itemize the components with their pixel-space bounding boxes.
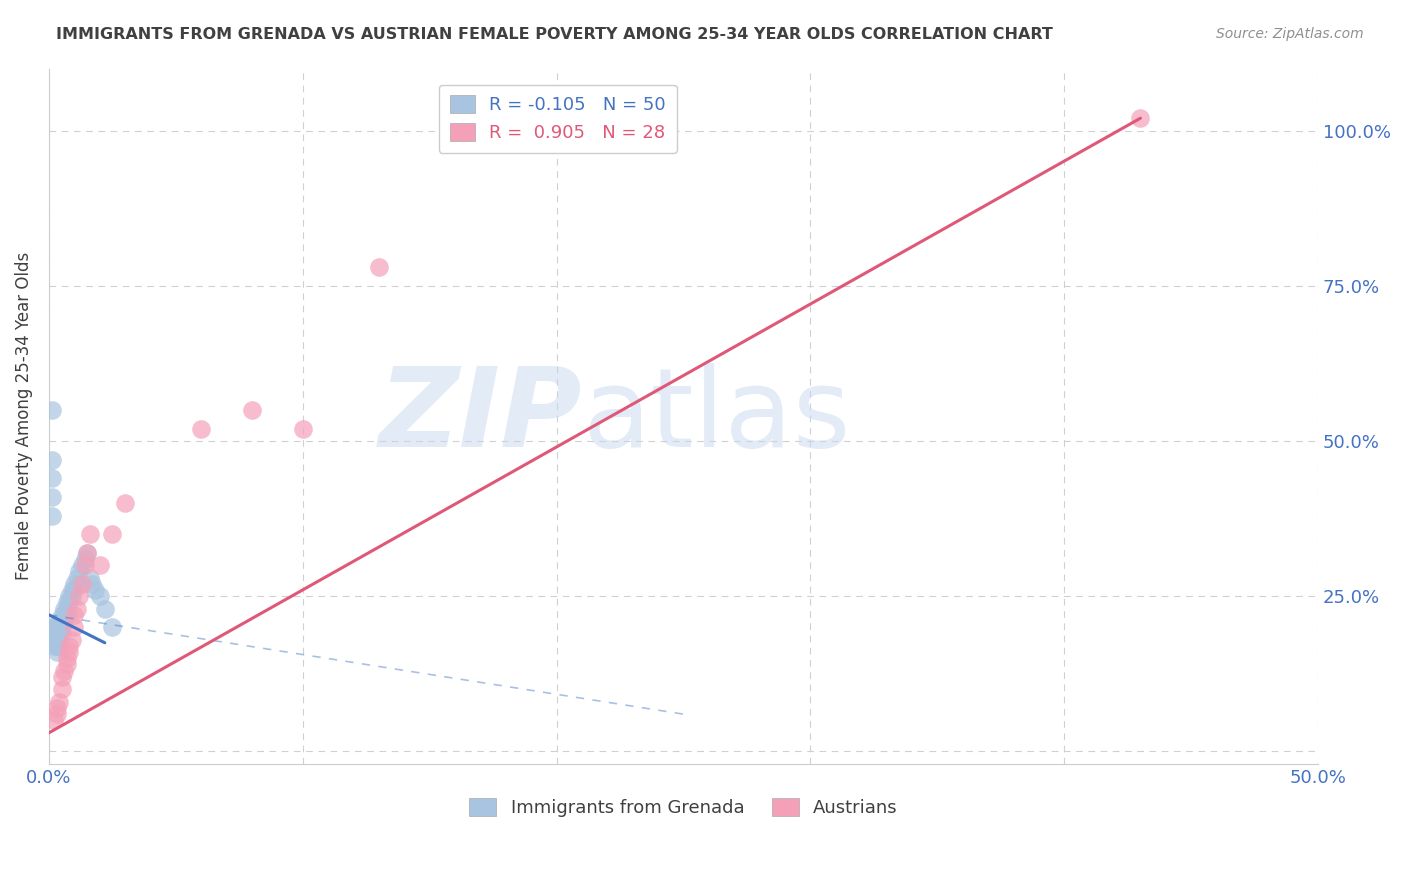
Point <box>55 601 77 615</box>
Point <box>114 496 136 510</box>
Point <box>55 651 77 665</box>
Point <box>42 620 65 634</box>
Point <box>58 589 80 603</box>
Point <box>48 620 70 634</box>
Point <box>79 571 101 585</box>
Point <box>41 490 63 504</box>
Point <box>66 571 89 585</box>
Point <box>58 639 80 653</box>
Point <box>60 632 83 647</box>
Point <box>67 589 90 603</box>
Point <box>41 471 63 485</box>
Point <box>41 403 63 417</box>
Point <box>51 607 73 622</box>
Point <box>48 639 70 653</box>
Point <box>67 565 90 579</box>
Point <box>190 421 212 435</box>
Point <box>45 626 67 640</box>
Point <box>60 589 83 603</box>
Point <box>76 546 98 560</box>
Point <box>42 714 65 728</box>
Point <box>240 403 263 417</box>
Legend: Immigrants from Grenada, Austrians: Immigrants from Grenada, Austrians <box>463 791 905 824</box>
Point <box>42 639 65 653</box>
Text: atlas: atlas <box>582 363 851 470</box>
Point <box>51 620 73 634</box>
Point <box>82 576 104 591</box>
Point <box>76 546 98 560</box>
Point <box>53 607 76 622</box>
Point <box>73 552 96 566</box>
Point <box>51 670 73 684</box>
Point <box>94 601 117 615</box>
Point <box>58 645 80 659</box>
Text: Source: ZipAtlas.com: Source: ZipAtlas.com <box>1216 27 1364 41</box>
Point <box>66 601 89 615</box>
Point <box>101 527 124 541</box>
Point <box>53 664 76 678</box>
Point <box>48 695 70 709</box>
Point <box>45 645 67 659</box>
Point <box>48 632 70 647</box>
Point <box>48 614 70 628</box>
Point <box>48 626 70 640</box>
Point <box>89 558 111 573</box>
Point <box>89 589 111 603</box>
Point <box>51 626 73 640</box>
Point <box>51 614 73 628</box>
Point <box>291 421 314 435</box>
Point <box>45 639 67 653</box>
Point <box>73 558 96 573</box>
Point <box>45 632 67 647</box>
Point <box>45 707 67 722</box>
Point <box>70 558 93 573</box>
Point <box>58 595 80 609</box>
Point <box>368 260 391 275</box>
Point <box>83 582 105 597</box>
Y-axis label: Female Poverty Among 25-34 Year Olds: Female Poverty Among 25-34 Year Olds <box>15 252 32 581</box>
Point <box>55 595 77 609</box>
Point <box>42 626 65 640</box>
Point <box>41 632 63 647</box>
Point <box>53 614 76 628</box>
Point <box>63 620 86 634</box>
Point <box>1129 111 1152 125</box>
Point <box>63 607 86 622</box>
Point <box>45 701 67 715</box>
Point <box>63 576 86 591</box>
Point <box>41 620 63 634</box>
Point <box>60 582 83 597</box>
Point <box>45 620 67 634</box>
Point <box>79 527 101 541</box>
Point <box>42 632 65 647</box>
Point <box>41 626 63 640</box>
Point <box>101 620 124 634</box>
Point <box>41 508 63 523</box>
Point <box>53 601 76 615</box>
Text: ZIP: ZIP <box>378 363 582 470</box>
Point <box>55 657 77 672</box>
Point <box>70 576 93 591</box>
Point <box>67 576 90 591</box>
Point <box>41 452 63 467</box>
Point <box>55 607 77 622</box>
Text: IMMIGRANTS FROM GRENADA VS AUSTRIAN FEMALE POVERTY AMONG 25-34 YEAR OLDS CORRELA: IMMIGRANTS FROM GRENADA VS AUSTRIAN FEMA… <box>56 27 1053 42</box>
Point <box>51 682 73 697</box>
Point <box>63 582 86 597</box>
